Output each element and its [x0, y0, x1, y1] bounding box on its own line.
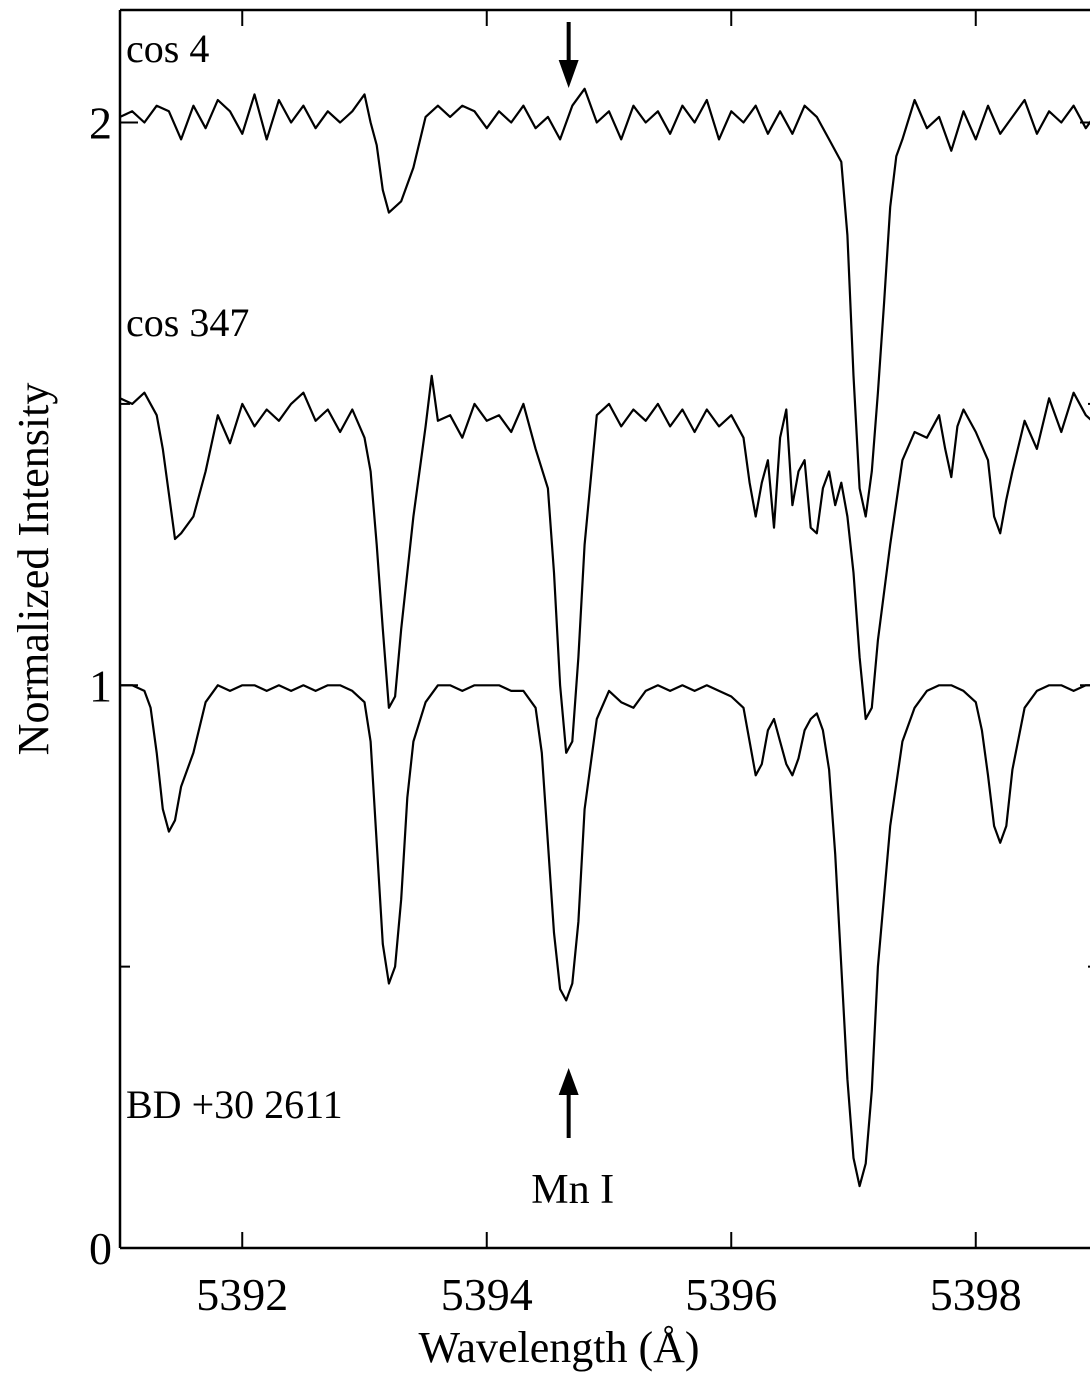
x-tick-label: 5398: [930, 1269, 1022, 1320]
x-axis-title: Wavelength (Å): [418, 1323, 699, 1372]
mn-arrow-down-head: [558, 60, 579, 88]
plot-area: 5392 5394 5396 5398 0 1 2 Wavelength (Å) Normali…: [9, 8, 1090, 1372]
series-line-1: [120, 87, 1090, 518]
y-tick-label: 2: [89, 98, 112, 149]
x-tick-label: 5396: [685, 1269, 777, 1320]
x-tick-label: 5392: [196, 1269, 288, 1320]
series-label-2: cos 347: [126, 300, 249, 345]
y-tick-label: 1: [89, 660, 112, 711]
mn-arrow-up-head: [558, 1068, 579, 1095]
series-label-3: BD +30 2611: [126, 1082, 343, 1127]
y-axis-title: Normalized Intensity: [9, 383, 58, 756]
series-line-3: [120, 684, 1090, 1188]
annotation-label: Mn I: [531, 1167, 614, 1213]
series-label-1: cos 4: [126, 26, 209, 71]
x-tick-label: 5394: [441, 1269, 533, 1320]
series-line-2: [120, 374, 1090, 754]
y-tick-label: 0: [89, 1223, 112, 1274]
